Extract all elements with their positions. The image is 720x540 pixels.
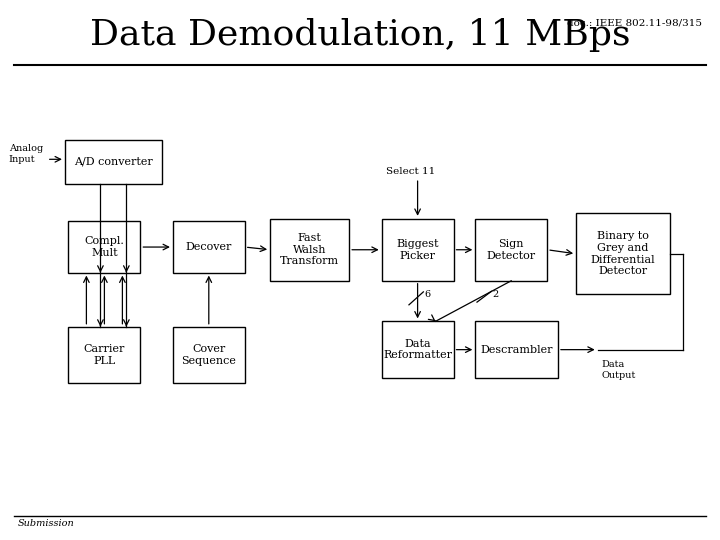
Text: Cover
Sequence: Cover Sequence: [181, 345, 236, 366]
Bar: [382, 321, 454, 378]
Text: Submission: Submission: [18, 519, 75, 529]
Text: 6: 6: [425, 289, 431, 299]
Bar: [475, 321, 558, 378]
Bar: [576, 213, 670, 294]
Text: Fast
Walsh
Transform: Fast Walsh Transform: [280, 233, 339, 266]
Bar: [68, 327, 140, 383]
Text: A/D converter: A/D converter: [74, 157, 153, 167]
Bar: [270, 219, 349, 281]
Bar: [475, 219, 547, 281]
Text: doc.: IEEE 802.11-98/315: doc.: IEEE 802.11-98/315: [567, 19, 702, 28]
Text: Data
Output: Data Output: [601, 361, 636, 380]
Text: Decover: Decover: [186, 242, 232, 252]
Text: Biggest
Picker: Biggest Picker: [396, 239, 439, 261]
Bar: [68, 221, 140, 273]
Text: 2: 2: [493, 290, 499, 299]
Text: Select 11: Select 11: [386, 166, 435, 176]
Text: Descrambler: Descrambler: [480, 345, 553, 355]
Text: Compl.
Mult: Compl. Mult: [84, 237, 125, 258]
Text: Binary to
Grey and
Differential
Detector: Binary to Grey and Differential Detector: [590, 232, 655, 276]
Text: Carrier
PLL: Carrier PLL: [84, 345, 125, 366]
Bar: [65, 140, 162, 184]
Text: Data
Reformatter: Data Reformatter: [383, 339, 452, 361]
Bar: [173, 221, 245, 273]
Text: Sign
Detector: Sign Detector: [487, 239, 536, 261]
Text: Data Demodulation, 11 MBps: Data Demodulation, 11 MBps: [90, 18, 630, 52]
Bar: [173, 327, 245, 383]
Bar: [382, 219, 454, 281]
Text: Analog
Input: Analog Input: [9, 144, 43, 164]
